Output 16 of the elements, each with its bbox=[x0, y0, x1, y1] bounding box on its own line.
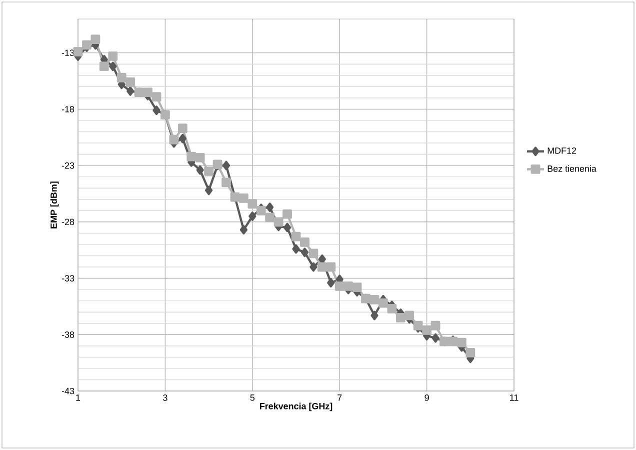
y-tick-label: -23 bbox=[62, 162, 74, 169]
y-tick-label: -38 bbox=[62, 331, 74, 338]
y-tick-label: -33 bbox=[62, 275, 74, 282]
y-tick-label: -43 bbox=[62, 388, 74, 394]
legend-label: MDF12 bbox=[548, 147, 576, 154]
x-tick-label: 5 bbox=[250, 394, 255, 401]
x-tick-label: 1 bbox=[76, 394, 80, 401]
y-tick-label: -28 bbox=[62, 218, 74, 226]
x-axis-title: Frekvencia [GHz] bbox=[260, 402, 332, 412]
x-tick-label: 3 bbox=[163, 394, 168, 401]
x-tick-label: 9 bbox=[424, 394, 429, 401]
legend-label: Bez tienenia bbox=[548, 165, 596, 172]
y-axis-title: EMP [dBm] bbox=[50, 182, 59, 228]
x-tick-label: 11 bbox=[510, 394, 518, 401]
y-tick-label: -18 bbox=[62, 106, 74, 112]
x-tick-label: 7 bbox=[338, 394, 342, 401]
